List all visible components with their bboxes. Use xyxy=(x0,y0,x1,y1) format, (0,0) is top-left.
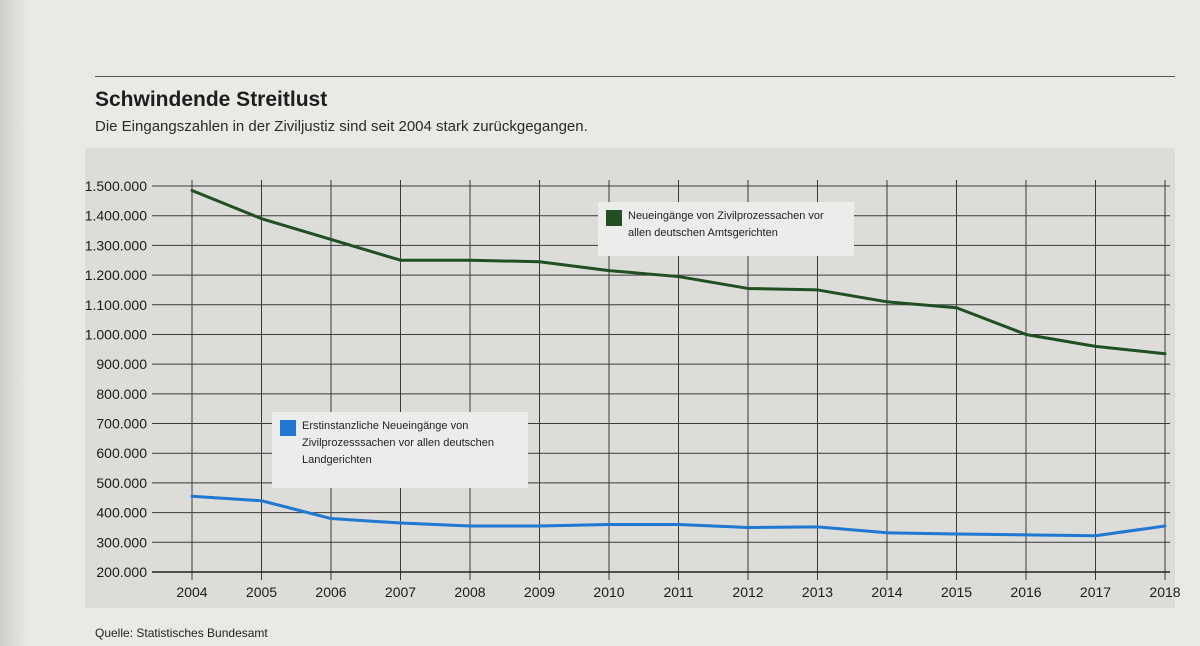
x-tick-label: 2011 xyxy=(663,584,693,600)
y-tick-label: 1.300.000 xyxy=(85,237,147,253)
x-tick-label: 2016 xyxy=(1010,584,1041,600)
y-tick-label: 700.000 xyxy=(96,416,147,432)
x-tick-label: 2017 xyxy=(1080,584,1111,600)
legend-label-amtsgerichte: Neueingänge von Zivilprozessachen vor al… xyxy=(628,210,824,239)
legend-amtsgerichte: Neueingänge von Zivilprozessachen vor al… xyxy=(598,202,854,256)
header-rule xyxy=(95,76,1175,77)
x-tick-label: 2005 xyxy=(246,584,277,600)
legend-swatch-blue xyxy=(280,420,296,436)
x-tick-label: 2012 xyxy=(732,584,763,600)
x-tick-label: 2018 xyxy=(1149,584,1180,600)
source-note: Quelle: Statistisches Bundesamt xyxy=(95,626,268,640)
y-tick-label: 200.000 xyxy=(96,564,147,580)
y-tick-label: 500.000 xyxy=(96,475,147,491)
series-line-landgerichte xyxy=(190,494,1167,538)
chart-subtitle: Die Eingangszahlen in der Ziviljustiz si… xyxy=(95,118,588,135)
x-tick-label: 2014 xyxy=(871,584,902,600)
page-edge xyxy=(0,0,30,646)
x-tick-label: 2004 xyxy=(176,584,207,600)
legend-label-landgerichte: Erstinstanzliche Neueingänge von Zivilpr… xyxy=(302,420,494,466)
x-tick-label: 2008 xyxy=(454,584,485,600)
y-tick-label: 900.000 xyxy=(96,356,147,372)
chart-title: Schwindende Streitlust xyxy=(95,88,328,111)
legend-landgerichte: Erstinstanzliche Neueingänge von Zivilpr… xyxy=(272,412,528,488)
y-tick-label: 600.000 xyxy=(96,445,147,461)
x-tick-label: 2009 xyxy=(524,584,555,600)
x-tick-label: 2013 xyxy=(802,584,833,600)
y-tick-label: 1.200.000 xyxy=(85,267,147,283)
x-tick-label: 2010 xyxy=(593,584,624,600)
y-tick-label: 1.100.000 xyxy=(85,297,147,313)
y-tick-label: 1.400.000 xyxy=(85,208,147,224)
y-tick-label: 1.500.000 xyxy=(85,178,147,194)
legend-swatch-green xyxy=(606,210,622,226)
x-tick-label: 2006 xyxy=(315,584,346,600)
y-tick-label: 400.000 xyxy=(96,505,147,521)
series-line-amtsgerichte xyxy=(190,188,1167,356)
x-tick-label: 2007 xyxy=(385,584,416,600)
x-tick-label: 2015 xyxy=(941,584,972,600)
y-tick-label: 800.000 xyxy=(96,386,147,402)
y-tick-label: 1.000.000 xyxy=(85,326,147,342)
y-tick-label: 300.000 xyxy=(96,534,147,550)
